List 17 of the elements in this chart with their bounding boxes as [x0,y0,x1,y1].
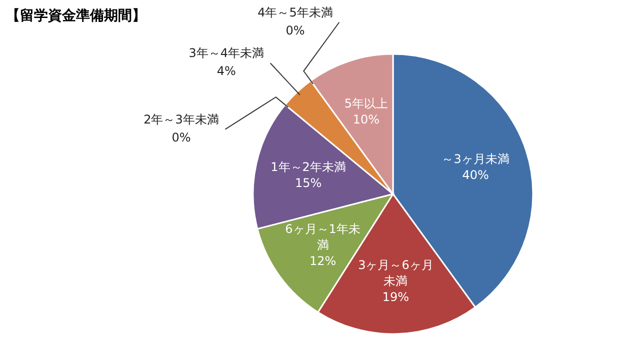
slice-label: 1年～2年未満 [270,160,346,174]
data-label: 12% [309,254,336,268]
text: 0% [172,130,191,144]
data-label: 4% [216,64,236,78]
data-label: 40% [462,168,489,182]
slice-label: ～3ヶ月未満 [442,152,510,166]
data-label: 19% [382,290,410,304]
data-label: 15% [294,176,322,190]
category-label: 4年～5年未満 [258,5,333,20]
data-label: 10% [352,112,380,126]
slice-label: 3ヶ月～6ヶ月未満 [358,258,434,288]
text: 【留学資金準備期間】 [6,8,146,24]
slice-label: 3年～4年未満 [188,46,264,60]
slice-label: 6ヶ月～1年未満 [285,222,360,252]
text: 0% [286,23,305,38]
slice-label: 5年以上 [344,96,388,110]
category-label: 2年～3年未満 [144,112,219,126]
